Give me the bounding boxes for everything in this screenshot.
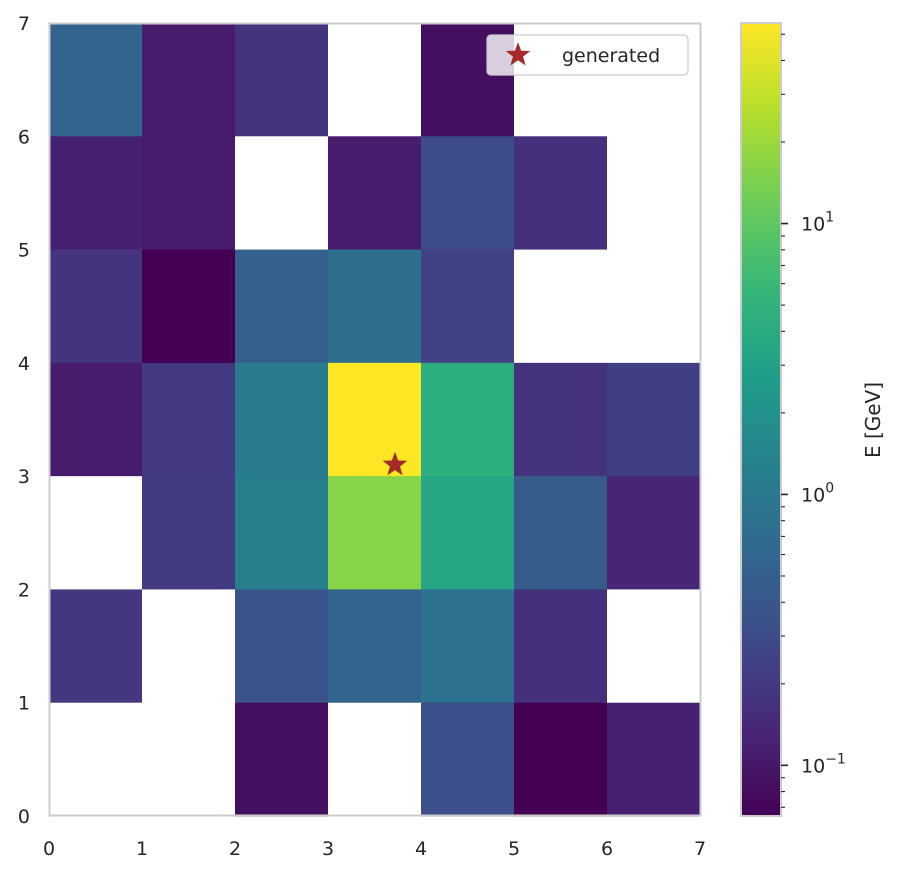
heatmap-cell (142, 249, 236, 364)
y-tick-label: 6 (18, 126, 30, 148)
legend-box (486, 34, 689, 76)
x-tick-label: 3 (322, 838, 334, 860)
heatmap-cell-empty (235, 136, 329, 251)
heatmap-cell (328, 136, 422, 251)
heatmap-cell (514, 476, 608, 591)
heatmap-cell (142, 23, 236, 137)
heatmap-cell-empty (328, 23, 422, 137)
heatmap-cell (142, 136, 236, 251)
heatmap-cell-empty (328, 702, 422, 817)
y-axis-ticks: 0 1 2 3 4 5 6 7 (18, 13, 30, 828)
heatmap-cell (49, 589, 143, 704)
x-tick-label: 5 (508, 838, 520, 860)
x-tick-label: 7 (694, 838, 706, 860)
heatmap-cell (49, 136, 143, 251)
x-tick-label: 1 (136, 838, 148, 860)
heatmap-cell-empty (49, 702, 143, 817)
heatmap-cell-empty (49, 476, 143, 591)
heatmap-cell (421, 589, 515, 704)
colorbar-tick-label: 100 (801, 480, 834, 506)
heatmap-cell (49, 23, 143, 137)
heatmap-cell (328, 476, 422, 591)
heatmap-cell (142, 362, 236, 477)
heatmap-cell (235, 23, 329, 137)
legend-label-generated: generated (562, 45, 660, 67)
colorbar-label: E [GeV] (861, 382, 885, 458)
plot-frame (48, 22, 702, 817)
colorbar: 10−1 100 101 E [GeV] (740, 22, 885, 817)
heatmap-cell (328, 249, 422, 364)
colorbar-tick-label: 10−1 (801, 751, 846, 777)
heatmap-cell (514, 136, 608, 251)
heatmap-cell (142, 476, 236, 591)
legend-star-icon (505, 42, 531, 66)
heatmap-cell-empty (142, 589, 236, 704)
heatmap-cell-empty (607, 249, 701, 364)
x-tick-label: 6 (601, 838, 613, 860)
heatmap-cell (235, 249, 329, 364)
heatmap-cell (607, 702, 701, 817)
heatmap-cell (235, 362, 329, 477)
x-tick-label: 2 (229, 838, 241, 860)
heatmap-cell (421, 476, 515, 591)
heatmap-cell (328, 589, 422, 704)
colorbar-frame (740, 22, 782, 817)
heatmap-cell (514, 702, 608, 817)
heatmap-cell (328, 362, 422, 477)
marker-star-generated (382, 451, 408, 476)
heatmap-cell-empty (142, 702, 236, 817)
heatmap-cell (421, 249, 515, 364)
heatmap-cell (514, 362, 608, 477)
x-tick-label: 0 (43, 838, 55, 860)
markers (382, 451, 408, 476)
y-tick-label: 7 (18, 13, 30, 35)
heatmap-cell-empty (607, 136, 701, 251)
heatmap-cell (607, 362, 701, 477)
x-axis-ticks: 0 1 2 3 4 5 6 7 (43, 838, 706, 860)
heatmap-cell (49, 249, 143, 364)
legend: generated (486, 34, 689, 76)
heatmap-cell (421, 136, 515, 251)
heatmap-cell (235, 476, 329, 591)
y-tick-label: 3 (18, 466, 30, 488)
heatmap-cell (49, 362, 143, 477)
heatmap-cells (49, 23, 701, 817)
heatmap-cell (514, 589, 608, 704)
heatmap-cell (235, 589, 329, 704)
heatmap-cell (235, 702, 329, 817)
y-tick-label: 2 (18, 579, 30, 601)
colorbar-ticks: 10−1 100 101 (781, 33, 846, 808)
colorbar-tick-label: 101 (801, 210, 834, 236)
y-tick-label: 4 (18, 353, 30, 375)
colorbar-gradient (741, 23, 781, 816)
heatmap-cell (421, 362, 515, 477)
y-tick-label: 1 (18, 693, 30, 715)
heatmap-cell-empty (514, 249, 608, 364)
x-tick-label: 4 (415, 838, 427, 860)
heatmap-cell-empty (607, 589, 701, 704)
heatmap-cell (421, 702, 515, 817)
heatmap-cell (607, 476, 701, 591)
y-tick-label: 0 (18, 806, 30, 828)
y-tick-label: 5 (18, 240, 30, 262)
